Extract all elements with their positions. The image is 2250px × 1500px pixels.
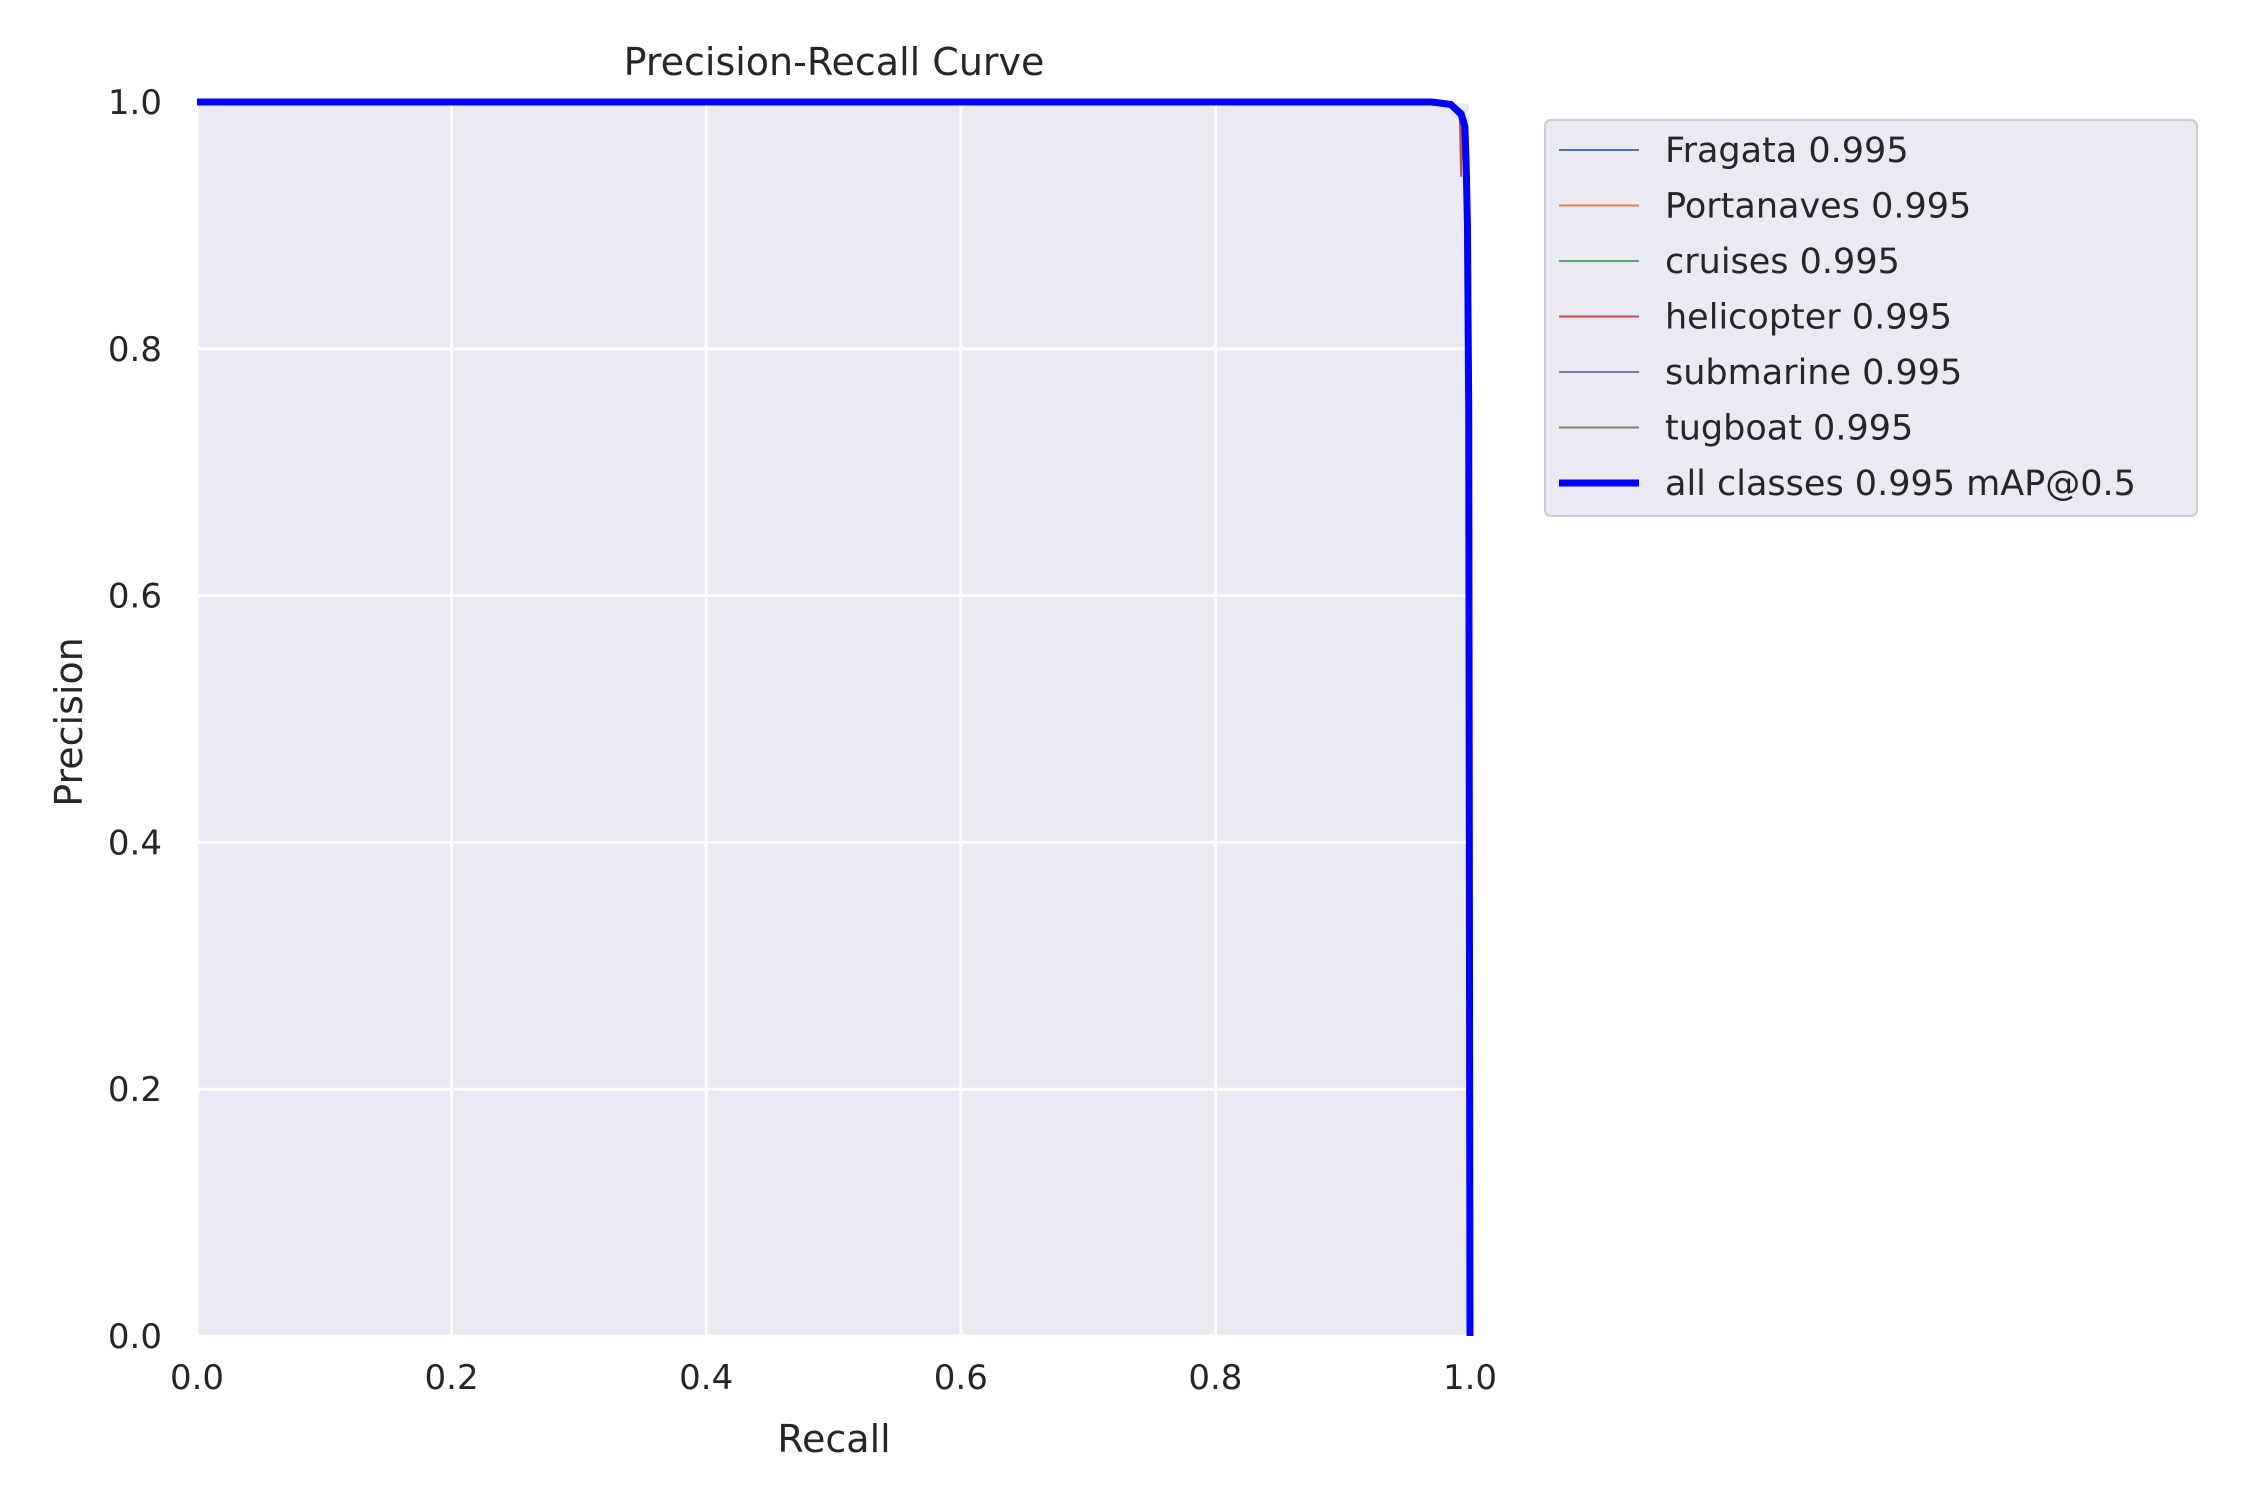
y-tick-label: 0.8 bbox=[108, 330, 162, 370]
y-tick-label: 0.6 bbox=[108, 577, 162, 617]
y-tick-label: 0.4 bbox=[108, 823, 162, 863]
tick-labels: 0.0 0.2 0.4 0.6 0.8 1.0 0.0 0.2 0.4 0.6 0.8 1.0 bbox=[108, 83, 1497, 1398]
x-tick-label: 0.8 bbox=[1188, 1358, 1242, 1398]
legend-entry-label: helicopter 0.995 bbox=[1665, 298, 1952, 338]
chart-title: Precision-Recall Curve bbox=[624, 40, 1045, 84]
plot-area bbox=[197, 102, 1470, 1336]
legend: Fragata 0.995 Portanaves 0.995 cruises 0.9… bbox=[1544, 119, 2198, 517]
legend-entry-label: Portanaves 0.995 bbox=[1665, 187, 1971, 227]
y-axis-label: Precision bbox=[47, 637, 91, 807]
y-tick-label: 1.0 bbox=[108, 83, 162, 123]
y-tick-label: 0.2 bbox=[108, 1070, 162, 1110]
legend-entry-label: submarine 0.995 bbox=[1665, 353, 1962, 393]
x-tick-label: 1.0 bbox=[1443, 1358, 1497, 1398]
x-tick-label: 0.2 bbox=[425, 1358, 479, 1398]
series-lines bbox=[197, 98, 1474, 1337]
x-axis-label: Recall bbox=[777, 1417, 890, 1461]
x-tick-label: 0.0 bbox=[170, 1358, 224, 1398]
legend-entry-label: Fragata 0.995 bbox=[1665, 131, 1909, 171]
plot-background bbox=[197, 102, 1470, 1336]
x-tick-label: 0.4 bbox=[679, 1358, 733, 1398]
y-tick-label: 0.0 bbox=[108, 1317, 162, 1357]
legend-entry-label: cruises 0.995 bbox=[1665, 242, 1900, 282]
x-tick-label: 0.6 bbox=[934, 1358, 988, 1398]
legend-entry-label: all classes 0.995 mAP@0.5 bbox=[1665, 464, 2136, 504]
legend-entry-label: tugboat 0.995 bbox=[1665, 409, 1913, 449]
legend-box bbox=[1544, 119, 2198, 517]
series-line-6 bbox=[197, 98, 1474, 1337]
